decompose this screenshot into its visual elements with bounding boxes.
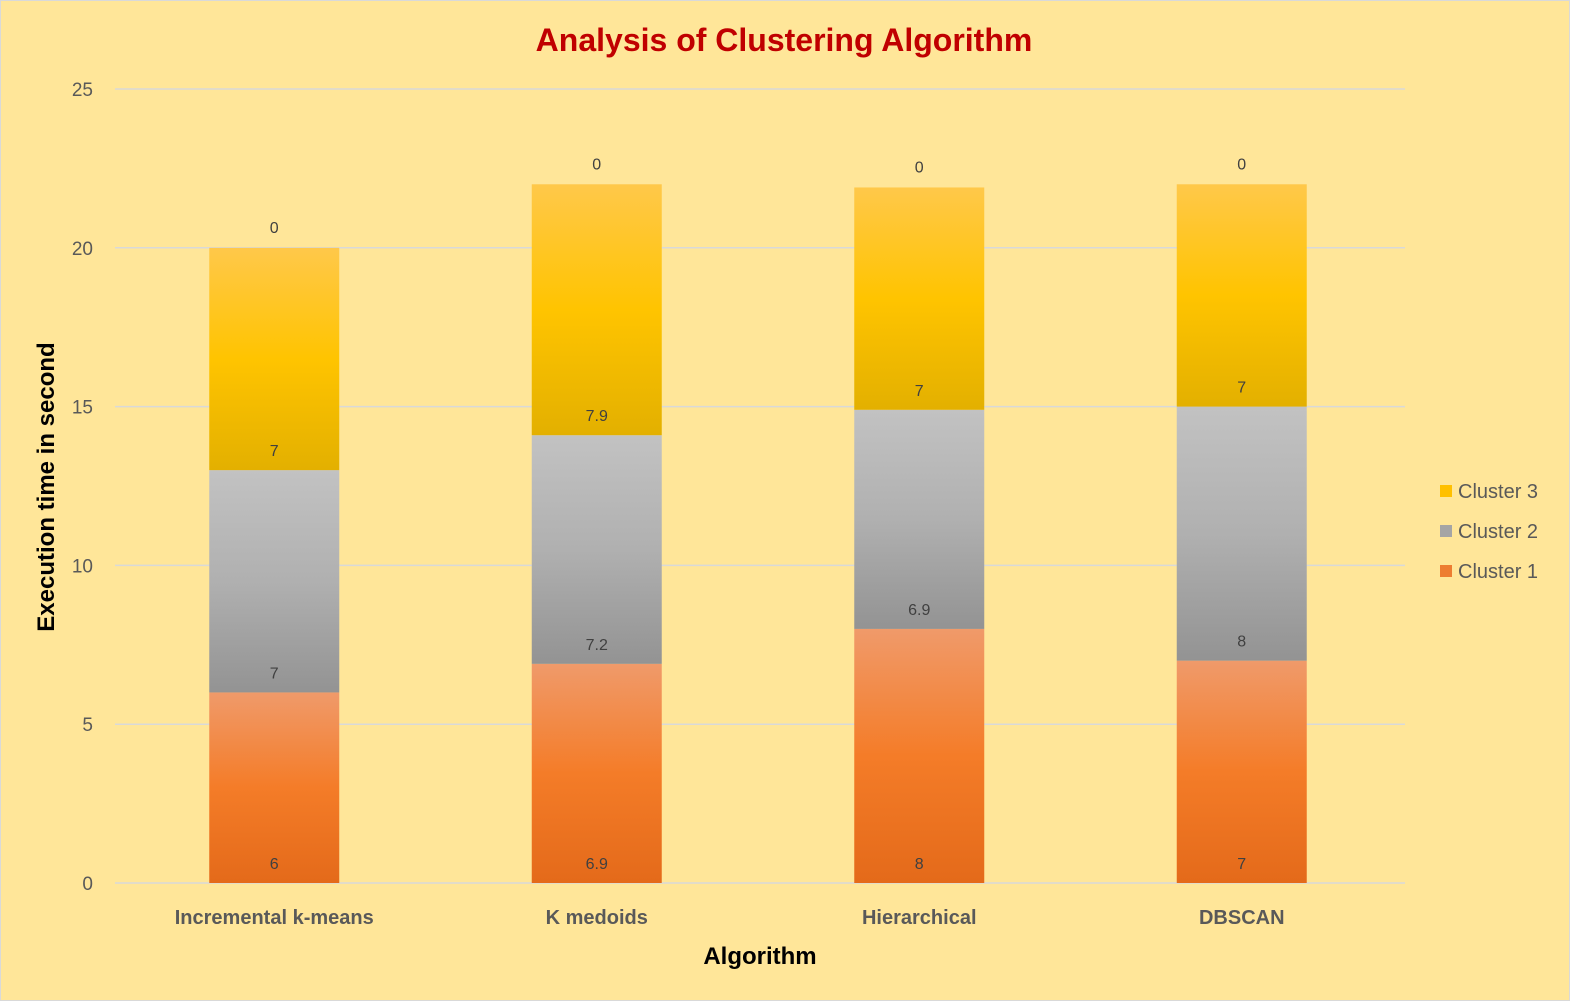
bar-segment — [209, 470, 340, 693]
bar-segment — [1176, 184, 1307, 407]
bar-segment — [1176, 406, 1307, 661]
x-tick-label: Hierarchical — [862, 907, 977, 929]
data-label: 7 — [270, 665, 279, 682]
data-label: 0 — [592, 156, 601, 173]
bar-segment — [209, 692, 340, 883]
data-label: 7 — [915, 383, 924, 400]
data-label: 0 — [1237, 156, 1246, 173]
data-label: 7.9 — [586, 408, 608, 425]
y-tick-label: 20 — [72, 239, 93, 260]
legend-label: Cluster 3 — [1458, 481, 1538, 503]
data-label: 8 — [1237, 634, 1246, 651]
legend-swatch — [1440, 525, 1452, 537]
y-tick-label: 15 — [72, 398, 93, 419]
data-label: 6.9 — [586, 856, 608, 873]
x-axis-categories: Incremental k-means K medoids Hierarchical… — [175, 907, 1285, 929]
y-tick-label: 10 — [72, 556, 93, 577]
bar-segment — [209, 247, 340, 471]
legend-swatch — [1440, 565, 1452, 577]
data-label: 7 — [1237, 380, 1246, 397]
y-tick-label: 5 — [82, 715, 93, 736]
y-axis-ticks: 0 5 10 15 20 25 — [72, 80, 93, 895]
legend-label: Cluster 1 — [1458, 561, 1538, 583]
x-tick-label: K medoids — [546, 907, 648, 929]
y-tick-label: 0 — [82, 874, 93, 895]
bar-segment — [531, 663, 662, 883]
data-label: 0 — [270, 220, 279, 237]
bar-segment — [1176, 660, 1307, 883]
bars — [209, 184, 1307, 883]
data-label: 6 — [270, 856, 279, 873]
bar-segment — [854, 187, 985, 410]
bar-segment — [531, 184, 662, 436]
legend-label: Cluster 2 — [1458, 521, 1538, 543]
bar-segment — [854, 409, 985, 629]
bar-segment — [531, 435, 662, 664]
data-label: 7 — [1237, 856, 1246, 873]
data-label: 7 — [270, 443, 279, 460]
data-label: 7.2 — [586, 637, 608, 654]
y-tick-label: 25 — [72, 80, 93, 101]
chart-title: Analysis of Clustering Algorithm — [536, 22, 1033, 58]
data-label: 6.9 — [908, 602, 930, 619]
legend-swatch — [1440, 485, 1452, 497]
data-label: 8 — [915, 856, 924, 873]
bar-segment — [854, 628, 985, 883]
data-label: 0 — [915, 159, 924, 176]
data-labels: 6 7 7 0 6.9 7.2 7.9 0 8 6.9 7 0 7 8 7 0 — [270, 156, 1247, 873]
x-tick-label: Incremental k-means — [175, 907, 374, 929]
x-tick-label: DBSCAN — [1199, 907, 1285, 929]
x-axis-title: Algorithm — [703, 943, 816, 970]
y-axis-title: Execution time in second — [33, 342, 60, 631]
legend: Cluster 3 Cluster 2 Cluster 1 — [1440, 481, 1538, 583]
